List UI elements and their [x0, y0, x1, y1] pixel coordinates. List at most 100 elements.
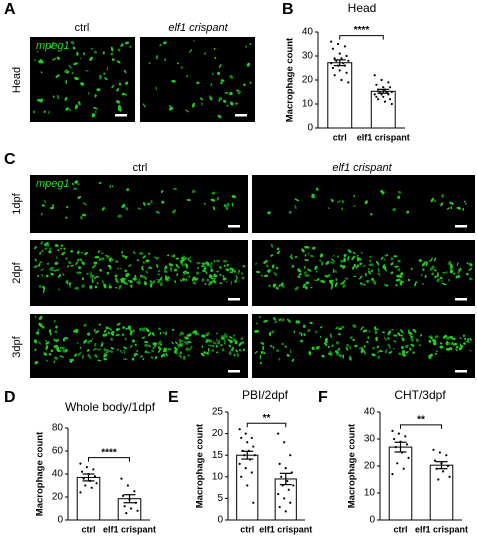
cell [464, 337, 466, 341]
cell [77, 342, 79, 344]
cell [455, 348, 458, 352]
cell [111, 84, 115, 89]
cell [302, 324, 306, 328]
cell [187, 275, 191, 278]
cell [381, 331, 386, 334]
cell [272, 346, 275, 349]
cell [304, 259, 309, 262]
cell [123, 346, 128, 350]
cell [73, 187, 77, 191]
cell [276, 266, 279, 270]
cell [466, 272, 469, 276]
cell [409, 333, 413, 336]
data-point [126, 484, 129, 487]
data-point [238, 462, 241, 465]
y-tick-label: 0 [307, 123, 313, 134]
cell [216, 196, 220, 201]
cell [315, 330, 318, 334]
cell [154, 256, 159, 260]
cell [378, 349, 383, 353]
cell [422, 268, 425, 271]
cell [101, 207, 105, 211]
cell [94, 110, 97, 114]
cell [63, 247, 66, 250]
cell [128, 264, 132, 267]
cell [335, 352, 341, 356]
cell [49, 330, 52, 336]
data-point [95, 482, 98, 485]
cell [144, 344, 149, 347]
y-tick-label: 10 [302, 99, 314, 110]
cell [129, 284, 132, 287]
cell [167, 347, 172, 351]
cell [389, 347, 391, 349]
cell [290, 254, 293, 257]
cell [404, 344, 409, 349]
cell [358, 275, 363, 280]
cell [263, 260, 268, 264]
cell [225, 205, 229, 211]
cell [349, 336, 353, 340]
cell [219, 273, 222, 276]
cell [418, 259, 422, 263]
cell [48, 247, 52, 251]
cell [281, 284, 285, 288]
micrograph [30, 314, 248, 378]
cell [122, 358, 128, 361]
row-label: 1dpf [11, 192, 23, 214]
cell [290, 349, 292, 354]
cell [172, 209, 177, 214]
cell [132, 329, 135, 332]
row-label: 3dpf [11, 335, 23, 357]
cell [72, 46, 76, 50]
cell [305, 281, 310, 285]
cell [298, 273, 302, 276]
cell [171, 255, 174, 258]
cell [116, 60, 121, 64]
significance-bracket [400, 424, 442, 429]
cell [331, 199, 334, 203]
cell [468, 267, 473, 271]
cell [213, 260, 216, 263]
cell [270, 243, 274, 248]
cell [187, 340, 192, 343]
cell [241, 276, 244, 279]
data-point [345, 71, 348, 74]
cell [115, 334, 120, 336]
marker-label: mpeg1 [36, 178, 70, 190]
cell [345, 347, 349, 351]
cell [88, 355, 92, 359]
cell [451, 341, 454, 345]
cell [359, 282, 363, 285]
cell [368, 330, 371, 333]
cell [49, 45, 52, 49]
cell [428, 339, 432, 343]
cell [410, 337, 414, 342]
cell [445, 271, 448, 274]
cell [263, 319, 268, 323]
cell [116, 100, 120, 104]
cell [464, 202, 467, 205]
cell [52, 204, 55, 207]
cell [149, 280, 153, 283]
data-point [442, 470, 445, 473]
cell [226, 202, 230, 207]
cell [142, 255, 146, 259]
cell [442, 334, 448, 339]
cell [370, 213, 373, 216]
cell [45, 274, 49, 278]
cell [289, 255, 294, 260]
cell [376, 260, 380, 266]
cell [108, 285, 112, 289]
data-point [385, 90, 388, 94]
cell [412, 328, 417, 333]
cell [66, 205, 69, 209]
cell [183, 255, 186, 260]
cell [185, 257, 190, 260]
cell [374, 326, 377, 331]
cell [325, 261, 330, 265]
cell [410, 343, 413, 346]
cell [166, 254, 170, 257]
cell [383, 336, 388, 341]
cell [117, 267, 120, 270]
